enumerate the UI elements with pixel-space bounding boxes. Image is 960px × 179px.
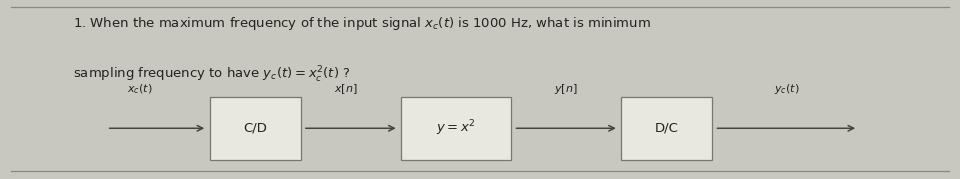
Text: C/D: C/D bbox=[243, 122, 267, 135]
Text: $y = x^2$: $y = x^2$ bbox=[436, 118, 476, 138]
Text: $x[n]$: $x[n]$ bbox=[334, 82, 358, 96]
Bar bbox=[209, 96, 300, 160]
Text: $y_c(t)$: $y_c(t)$ bbox=[774, 82, 799, 96]
Text: $y[n]$: $y[n]$ bbox=[554, 82, 578, 96]
Bar bbox=[621, 96, 712, 160]
Bar bbox=[401, 96, 511, 160]
Text: $x_c(t)$: $x_c(t)$ bbox=[128, 82, 153, 96]
Text: D/C: D/C bbox=[655, 122, 679, 135]
Text: sampling frequency to have $y_c(t) = x_c^2(t)$ ?: sampling frequency to have $y_c(t) = x_c… bbox=[73, 65, 350, 85]
Text: 1. When the maximum frequency of the input signal $x_c(t)$ is 1000 Hz, what is m: 1. When the maximum frequency of the inp… bbox=[73, 16, 651, 32]
